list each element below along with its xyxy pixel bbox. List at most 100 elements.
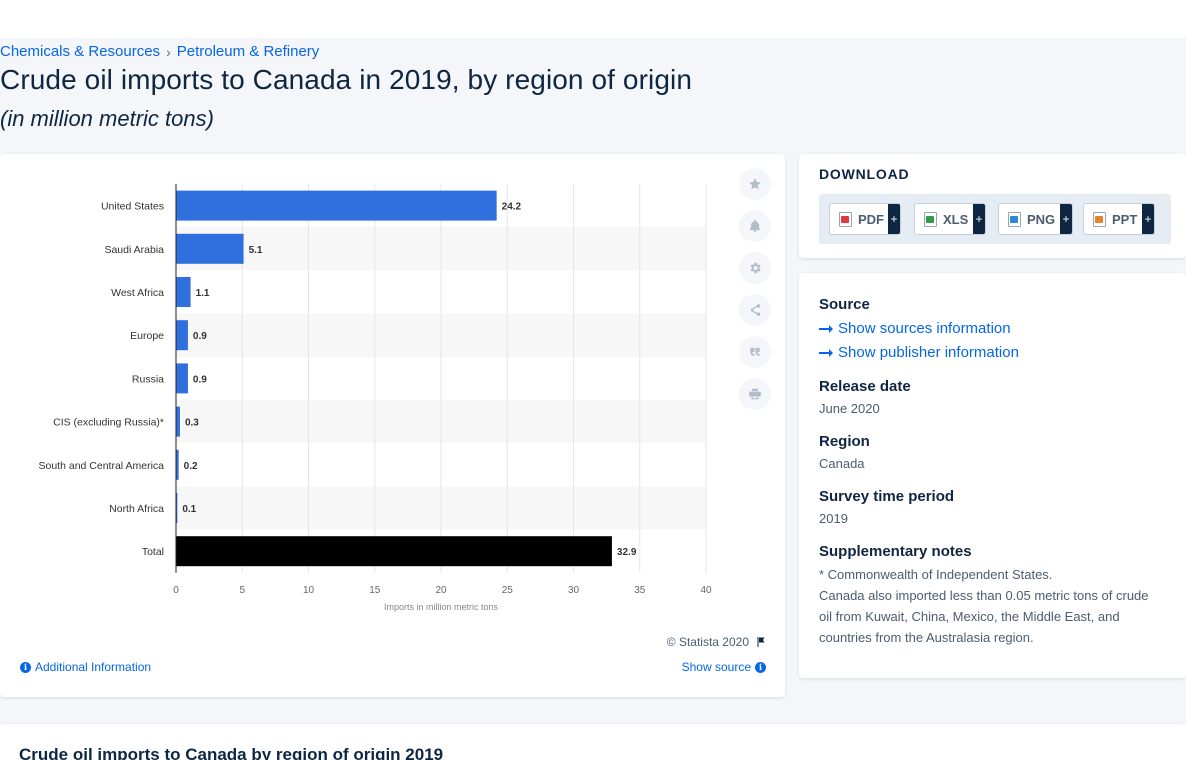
bar bbox=[176, 536, 612, 567]
breadcrumb-separator: › bbox=[166, 43, 171, 60]
bar bbox=[176, 320, 188, 351]
print-button[interactable] bbox=[739, 378, 771, 410]
source-heading: Source bbox=[819, 296, 870, 313]
download-pdf-button[interactable]: PDF + bbox=[829, 203, 901, 235]
show-sources-label: Show sources information bbox=[838, 320, 1011, 337]
data-label: 5.1 bbox=[249, 245, 263, 256]
description-card: Crude oil imports to Canada by region of… bbox=[0, 724, 1186, 760]
share-button[interactable] bbox=[739, 294, 771, 326]
plus-icon: + bbox=[1060, 204, 1072, 234]
release-date-value: June 2020 bbox=[819, 401, 880, 416]
breadcrumb: Chemicals & Resources › Petroleum & Refi… bbox=[0, 43, 319, 60]
download-png-button[interactable]: PNG + bbox=[998, 203, 1073, 235]
show-source-link[interactable]: Show source i bbox=[682, 660, 766, 674]
plus-icon: + bbox=[1142, 204, 1154, 234]
share-icon bbox=[750, 304, 761, 316]
pdf-file-icon bbox=[839, 211, 852, 227]
x-tick-label: 0 bbox=[173, 585, 179, 596]
chart-toolbar bbox=[739, 168, 771, 410]
data-label: 0.9 bbox=[193, 374, 207, 385]
category-label: North Africa bbox=[109, 503, 164, 515]
x-tick-label: 15 bbox=[369, 585, 381, 596]
category-label: Europe bbox=[130, 330, 164, 342]
survey-period-heading: Survey time period bbox=[819, 488, 955, 505]
notes-line-2: Canada also imported less than 0.05 metr… bbox=[819, 588, 1149, 645]
release-date-heading: Release date bbox=[819, 378, 911, 395]
flag-icon[interactable] bbox=[755, 636, 767, 648]
show-sources-link[interactable]: Show sources information bbox=[819, 320, 1011, 337]
show-source-label: Show source bbox=[681, 660, 751, 674]
show-publisher-label: Show publisher information bbox=[838, 344, 1019, 361]
x-tick-label: 40 bbox=[700, 585, 712, 596]
info-icon: i bbox=[20, 661, 31, 673]
download-buttons: PDF + XLS + PNG + PPT + bbox=[819, 194, 1171, 244]
category-label: United States bbox=[101, 201, 164, 213]
download-pdf-label: PDF bbox=[858, 211, 884, 227]
additional-information-link[interactable]: i Additional Information bbox=[20, 660, 151, 674]
region-heading: Region bbox=[819, 433, 870, 450]
arrow-right-icon bbox=[819, 324, 833, 334]
cite-button[interactable] bbox=[739, 336, 771, 368]
category-label: Russia bbox=[132, 373, 164, 385]
category-label: West Africa bbox=[111, 287, 164, 299]
page-title: Crude oil imports to Canada in 2019, by … bbox=[0, 64, 692, 95]
category-label: Total bbox=[142, 546, 164, 558]
notes-line-1: * Commonwealth of Independent States. bbox=[819, 567, 1053, 582]
data-label: 24.2 bbox=[502, 202, 522, 213]
download-ppt-button[interactable]: PPT + bbox=[1083, 203, 1155, 235]
data-label: 0.9 bbox=[193, 331, 207, 342]
category-label: South and Central America bbox=[39, 460, 165, 472]
chart-card: United States 24.2 Saudi Arabia 5.1 West Afr… bbox=[0, 154, 785, 697]
x-tick-label: 30 bbox=[568, 585, 580, 596]
png-file-icon bbox=[1008, 211, 1021, 227]
print-icon bbox=[749, 388, 761, 400]
bar bbox=[176, 493, 178, 523]
bar-chart: United States 24.2 Saudi Arabia 5.1 West Afr… bbox=[39, 184, 712, 612]
x-tick-label: 10 bbox=[303, 585, 315, 596]
download-xls-label: XLS bbox=[943, 211, 969, 227]
bar bbox=[176, 233, 244, 264]
settings-button[interactable] bbox=[739, 252, 771, 284]
breadcrumb-item-petroleum[interactable]: Petroleum & Refinery bbox=[176, 43, 320, 60]
quote-icon bbox=[750, 347, 760, 357]
category-label: CIS (excluding Russia)* bbox=[53, 417, 164, 429]
download-ppt-label: PPT bbox=[1112, 211, 1138, 227]
show-publisher-link[interactable]: Show publisher information bbox=[819, 344, 1019, 361]
x-tick-label: 35 bbox=[634, 585, 646, 596]
data-label: 1.1 bbox=[196, 288, 210, 299]
bar bbox=[176, 190, 497, 221]
star-icon bbox=[749, 178, 761, 190]
category-label: Saudi Arabia bbox=[104, 244, 164, 256]
notification-button[interactable] bbox=[739, 210, 771, 242]
description-title: Crude oil imports to Canada by region of… bbox=[19, 745, 444, 760]
statistic-details: Source Show sources information Show pub… bbox=[799, 273, 1186, 678]
arrow-right-icon bbox=[819, 348, 833, 358]
plus-icon: + bbox=[973, 204, 985, 234]
bar bbox=[176, 363, 188, 394]
bell-icon bbox=[749, 219, 761, 232]
x-tick-label: 20 bbox=[435, 585, 447, 596]
breadcrumb-item-chemicals[interactable]: Chemicals & Resources bbox=[0, 43, 161, 60]
bar bbox=[176, 449, 179, 480]
page-subtitle: (in million metric tons) bbox=[0, 106, 214, 131]
survey-period-value: 2019 bbox=[819, 511, 848, 526]
top-bar bbox=[0, 0, 1186, 38]
data-label: 32.9 bbox=[617, 547, 637, 558]
download-xls-button[interactable]: XLS + bbox=[914, 203, 986, 235]
download-title: DOWNLOAD bbox=[819, 166, 910, 182]
data-label: 0.1 bbox=[182, 504, 196, 515]
supplementary-notes: * Commonwealth of Independent States. Ca… bbox=[819, 564, 1149, 648]
data-label: 0.2 bbox=[184, 461, 198, 472]
ppt-file-icon bbox=[1093, 211, 1106, 227]
bar bbox=[176, 277, 191, 307]
favorite-button[interactable] bbox=[739, 168, 771, 200]
supplementary-notes-heading: Supplementary notes bbox=[819, 543, 972, 560]
copyright-text: © Statista 2020 bbox=[666, 635, 749, 649]
copyright: © Statista 2020 bbox=[667, 635, 767, 649]
region-value: Canada bbox=[819, 456, 865, 471]
bar bbox=[176, 406, 180, 437]
xls-file-icon bbox=[924, 211, 937, 227]
data-label: 0.3 bbox=[185, 418, 199, 429]
gear-icon bbox=[750, 262, 761, 274]
x-tick-label: 5 bbox=[239, 585, 245, 596]
